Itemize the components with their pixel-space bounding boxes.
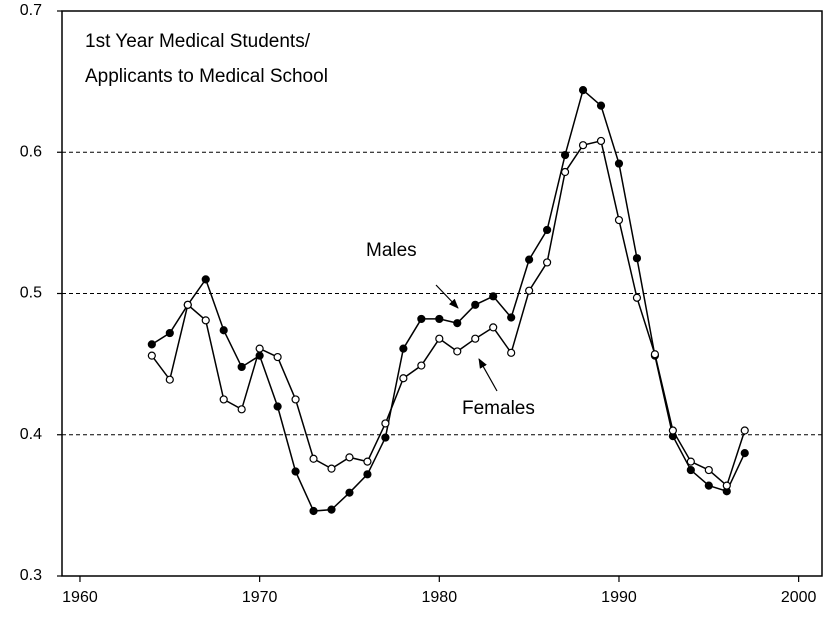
data-point	[327, 505, 336, 514]
x-tick-label: 2000	[781, 589, 817, 606]
data-point	[291, 395, 300, 404]
data-point	[345, 453, 354, 462]
data-point	[201, 275, 210, 284]
data-point	[525, 255, 534, 264]
data-point	[327, 464, 336, 473]
data-point	[291, 467, 300, 476]
data-point	[201, 316, 210, 325]
data-point	[237, 362, 246, 372]
series-annotation: Males	[366, 240, 417, 261]
data-point	[578, 85, 588, 95]
data-point	[147, 340, 156, 349]
data-point	[273, 402, 282, 411]
data-point	[632, 293, 642, 302]
data-point	[219, 326, 228, 335]
data-point	[471, 300, 480, 309]
data-point	[614, 159, 624, 168]
data-point	[489, 323, 498, 332]
data-point	[704, 481, 713, 490]
data-point	[704, 465, 713, 475]
data-point	[471, 334, 480, 343]
chart-title: 1st Year Medical Students/	[85, 31, 311, 52]
series-annotation: Females	[462, 398, 535, 419]
data-point	[489, 292, 498, 301]
data-point	[219, 395, 228, 404]
data-point	[560, 150, 570, 160]
data-point	[453, 319, 462, 328]
data-point	[507, 313, 516, 322]
data-point	[273, 352, 282, 362]
data-point	[381, 433, 390, 442]
data-point	[165, 375, 174, 384]
data-point	[435, 314, 444, 324]
series-line	[151, 140, 746, 487]
data-point	[596, 136, 606, 146]
y-tick-label: 0.7	[20, 2, 42, 19]
annotation-arrow	[478, 358, 498, 392]
data-point	[309, 454, 318, 463]
data-point	[417, 361, 426, 370]
data-point	[596, 101, 606, 110]
data-point	[722, 481, 731, 490]
data-point	[363, 470, 372, 479]
data-point	[147, 351, 156, 360]
data-point	[650, 350, 660, 359]
data-point	[543, 258, 552, 267]
y-tick-label: 0.6	[20, 143, 42, 160]
series-line	[151, 88, 746, 512]
data-point	[453, 347, 462, 356]
data-point	[309, 506, 318, 516]
data-point	[237, 405, 246, 414]
chart-subtitle: Applicants to Medical School	[85, 66, 328, 87]
data-point	[578, 141, 588, 150]
x-tick-label: 1970	[242, 589, 278, 606]
data-point	[417, 314, 426, 324]
data-point	[740, 426, 749, 435]
x-tick-label: 1990	[601, 589, 637, 606]
data-point	[525, 286, 534, 295]
annotation-arrow	[435, 284, 459, 309]
data-point	[399, 344, 408, 353]
data-point	[543, 225, 552, 235]
data-point	[668, 426, 677, 435]
data-point	[614, 215, 624, 225]
data-point	[183, 300, 192, 309]
data-point	[686, 457, 695, 466]
y-tick-label: 0.3	[20, 567, 42, 584]
x-tick-label: 1980	[422, 589, 458, 606]
data-point	[507, 348, 516, 357]
data-point	[381, 419, 390, 428]
data-point	[740, 449, 749, 458]
data-point	[686, 465, 695, 475]
data-point	[363, 457, 372, 466]
data-point	[255, 344, 264, 353]
data-point	[560, 167, 570, 177]
data-point	[632, 254, 642, 263]
data-point	[345, 488, 354, 497]
data-point	[435, 334, 444, 343]
y-tick-label: 0.5	[20, 285, 42, 302]
data-point	[165, 328, 174, 338]
data-point	[399, 374, 408, 383]
x-tick-label: 1960	[62, 589, 98, 606]
y-tick-label: 0.4	[20, 426, 42, 443]
